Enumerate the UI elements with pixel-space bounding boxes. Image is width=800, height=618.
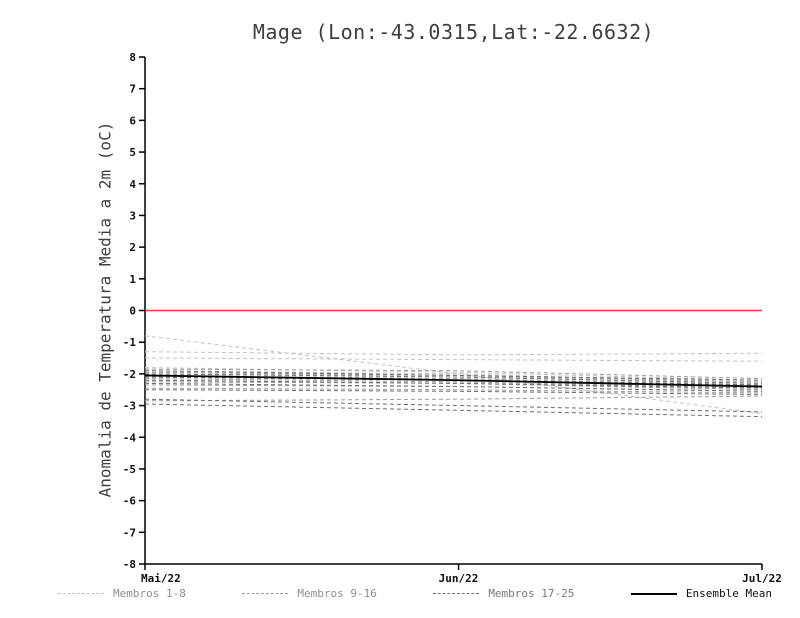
legend-label: Membros 17-25	[488, 587, 575, 600]
y-tick-label: 6	[129, 114, 136, 127]
y-tick-label: -1	[123, 336, 137, 349]
legend-solid-line-sample	[630, 592, 677, 595]
y-tick-label: 2	[129, 241, 136, 254]
y-tick-label: -3	[123, 400, 136, 413]
legend-label: Membros 1-8	[113, 587, 186, 600]
y-tick-label: 8	[129, 51, 136, 64]
chart-title: Mage (Lon:-43.0315,Lat:-22.6632)	[252, 20, 655, 44]
legend-label: Ensemble Mean	[685, 587, 772, 600]
y-tick-label: -7	[123, 526, 136, 539]
y-tick-label: -4	[123, 431, 137, 444]
member-line	[144, 395, 763, 402]
legend-item: Membros 9-16	[242, 587, 377, 600]
member-line	[144, 357, 763, 362]
member-line	[144, 389, 763, 395]
legend-dashed-line-sample	[58, 593, 104, 594]
y-tick-label: -2	[123, 368, 136, 381]
y-tick-label: 3	[129, 209, 136, 222]
y-tick-label: 1	[129, 273, 136, 286]
y-tick-label: 0	[129, 305, 136, 318]
legend-item: Membros 1-8	[58, 587, 186, 600]
y-tick-label: 5	[129, 146, 136, 159]
legend-label: Membros 9-16	[297, 587, 377, 600]
legend-item: Membros 17-25	[433, 587, 574, 600]
y-tick-label: -8	[123, 558, 136, 571]
legend: Membros 1-8 Membros 9-16 Membros 17-25 Ense…	[58, 587, 772, 600]
y-tick-label: 4	[129, 178, 136, 191]
ensemble-mean-line	[144, 374, 763, 388]
y-tick-label: -5	[123, 463, 136, 476]
y-tick-label: -6	[123, 495, 137, 508]
member-line	[144, 351, 763, 356]
legend-item: Ensemble Mean	[630, 587, 772, 600]
legend-dashed-line-sample	[242, 593, 289, 594]
legend-dashed-line-sample	[433, 593, 480, 594]
x-tick-label: Mai/22	[141, 572, 181, 585]
x-tick-label: Jun/22	[439, 572, 479, 585]
x-tick-label: Jul/22	[742, 572, 782, 585]
member-line	[144, 335, 763, 414]
y-tick-label: 7	[129, 83, 136, 96]
